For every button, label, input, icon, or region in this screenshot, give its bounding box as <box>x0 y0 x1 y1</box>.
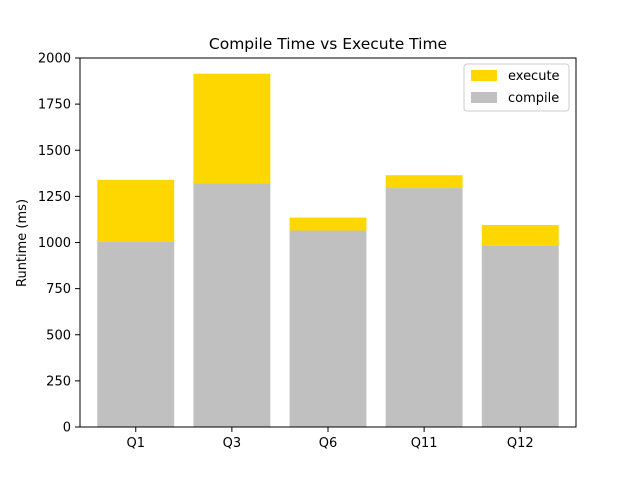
bar-execute-q3 <box>193 73 271 184</box>
bar-compile-q3 <box>193 183 271 427</box>
legend: execute compile <box>463 63 570 112</box>
plot-area: Q1 Q3 Q6 Q11 Q12 0 250 500 750 1000 1250 1500 1750 20… <box>38 52 577 451</box>
y-tick-label: 1750 <box>38 98 71 113</box>
x-tick-label: Q3 <box>223 436 242 451</box>
x-tick-label: Q12 <box>507 436 534 451</box>
y-tick-label: 1500 <box>38 144 71 159</box>
x-tick-label: Q6 <box>319 436 338 451</box>
legend-swatch-compile <box>471 92 497 103</box>
bar-execute-q6 <box>289 217 367 231</box>
y-tick-label: 750 <box>46 282 71 297</box>
legend-label-compile: compile <box>508 91 559 106</box>
y-tick-label: 0 <box>63 421 71 436</box>
bar-execute-q1 <box>97 179 175 242</box>
y-tick-label: 1000 <box>38 236 71 251</box>
bar-execute-q11 <box>385 175 463 189</box>
bar-execute-q12 <box>481 224 559 246</box>
bar-compile-q12 <box>481 245 559 427</box>
bar-compile-q11 <box>385 188 463 427</box>
y-tick-label: 250 <box>46 374 71 389</box>
axes-frame <box>79 57 577 428</box>
legend-swatch-execute <box>471 70 497 81</box>
x-tick-label: Q1 <box>126 436 145 451</box>
legend-label-execute: execute <box>508 69 560 84</box>
y-tick-label: 500 <box>46 328 71 343</box>
bar-compile-q6 <box>289 230 367 427</box>
x-tick-label: Q11 <box>411 436 438 451</box>
y-tick-label: 1250 <box>38 190 71 205</box>
y-tick-label: 2000 <box>38 52 71 67</box>
y-axis-label: Runtime (ms) <box>15 199 30 287</box>
chart-title: Compile Time vs Execute Time <box>209 35 447 53</box>
bar-compile-q1 <box>97 241 175 427</box>
